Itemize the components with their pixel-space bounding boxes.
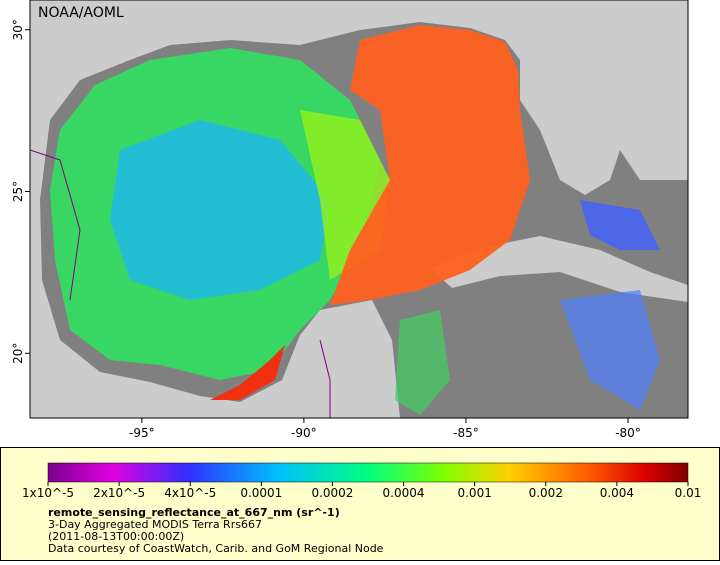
data-orange (330, 25, 530, 305)
colorbar-tick-label: 0.0002 (311, 486, 353, 500)
colorbar-tick-label: 0.0004 (383, 486, 425, 500)
data-green-south (395, 310, 450, 415)
colorbar-tick-label: 0.001 (457, 486, 491, 500)
credit: NOAA/AOML (38, 5, 124, 21)
data-cyan (110, 120, 330, 300)
source-label: Data courtesy of CoastWatch, Carib. and … (48, 542, 384, 555)
border (319, 339, 331, 418)
x-tick-label: -85° (453, 426, 479, 440)
credit-bg (34, 2, 118, 24)
map-frame (29, 0, 689, 419)
colorbar-tick-label: 0.01 (675, 486, 702, 500)
colorbar-tick-label: 0.004 (600, 486, 634, 500)
colorbar-tick-label: 0.0001 (240, 486, 282, 500)
data-blue-east (580, 200, 660, 250)
time-label: (2011-08-13T00:00:00Z) (48, 530, 184, 543)
data-red-coast (210, 345, 285, 400)
x-tick-label: -95° (129, 426, 155, 440)
colorbar-tick-label: 4x10^-5 (164, 486, 216, 500)
cuba (430, 236, 688, 302)
y-tick-label: 20° (11, 343, 25, 364)
x-tick-label: -80° (615, 426, 641, 440)
colorbar (47, 462, 689, 483)
border (30, 149, 81, 301)
x-tick-label: -90° (291, 426, 317, 440)
data-blue-south (560, 290, 660, 410)
dataset-name: 3-Day Aggregated MODIS Terra Rrs667 (48, 518, 262, 531)
y-tick-label: 30° (11, 19, 25, 40)
y-tick-label: 25° (11, 181, 25, 202)
variable-name: remote_sensing_reflectance_at_667_nm (sr… (48, 506, 340, 519)
map-image (30, 0, 688, 418)
colorbar-tick-label: 1x10^-5 (22, 486, 74, 500)
colorbar-tick-label: 2x10^-5 (93, 486, 145, 500)
colorbar-tick-label: 0.002 (529, 486, 563, 500)
